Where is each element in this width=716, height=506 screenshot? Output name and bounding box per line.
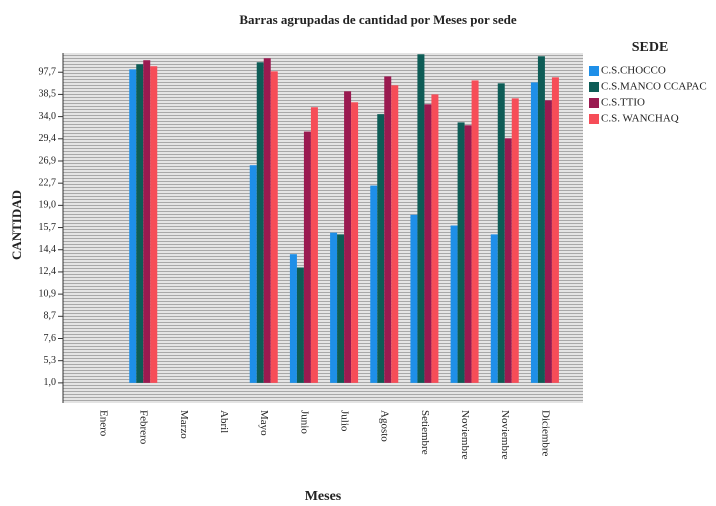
bar [263,58,271,383]
x-tick-label: Abril [218,410,230,433]
bar [384,76,392,383]
bar [431,94,439,383]
x-tick-label: Setiembre [419,410,431,455]
legend-label: C.S.TTIO [601,97,645,109]
bar [344,91,352,383]
legend-swatch [589,82,599,92]
y-tick-label: 7,6 [44,333,57,344]
x-tick-label: Mayo [258,410,270,436]
bar [303,131,311,383]
x-tick-label: Julio [339,410,351,432]
y-tick-label: 15,7 [39,222,57,233]
x-tick-label: Noviembre [459,410,471,460]
bar [150,66,158,383]
y-tick-label: 22,7 [39,177,57,188]
y-tick-label: 34,0 [39,111,57,122]
legend-label: C.S. WANCHAQ [601,113,679,125]
chart-title: Barras agrupadas de cantidad por Meses p… [239,12,516,27]
bar [377,114,385,383]
y-tick-label: 14,4 [39,244,57,255]
bar [129,69,137,383]
y-tick-label: 12,4 [39,266,57,277]
bar [497,83,505,383]
x-tick-label: Marzo [178,410,190,439]
legend-label: C.S.MANCO CCAPAC [601,81,707,93]
legend-swatch [589,66,599,76]
bar [530,82,538,383]
bar [511,98,519,383]
bar [249,165,257,383]
bar [310,107,318,383]
bar [424,104,432,383]
bar [537,56,545,383]
y-tick-label: 38,5 [39,89,57,100]
y-tick-label: 29,4 [39,133,57,144]
bar [450,225,458,383]
bar [289,254,297,383]
x-tick-label: Junio [298,410,310,434]
y-tick-label: 19,0 [39,200,57,211]
legend-swatch [589,114,599,124]
x-axis-label: Meses [305,489,342,504]
bar [370,185,378,383]
bar [417,54,425,383]
x-tick-label: Agosto [379,410,391,442]
y-tick-label: 5,3 [44,355,57,366]
bar [551,77,559,383]
x-tick-label: Enero [98,410,110,437]
bar [544,100,552,383]
bar [337,234,345,383]
bar [256,62,264,383]
x-tick-label: Diciembre [539,410,551,457]
y-axis-label: CANTIDAD [9,190,24,260]
y-tick-label: 8,7 [44,311,57,322]
legend-swatch [589,98,599,108]
bar [391,85,399,383]
y-tick-label: 26,9 [39,155,57,166]
bar [410,214,418,383]
bar [143,60,151,383]
y-tick-label: 10,9 [39,288,57,299]
bar [457,122,465,383]
bar [136,64,144,383]
bar [351,102,359,383]
bar [464,125,472,383]
bar [490,234,498,383]
x-tick-label: Febrero [138,410,150,445]
bar [471,80,479,383]
bar [330,232,338,383]
y-tick-label: 97,7 [39,67,57,78]
y-tick-label: 1,0 [44,377,57,388]
bar [270,71,278,383]
bar [296,267,304,383]
bar [504,138,512,383]
x-tick-label: Noviembre [499,410,511,460]
legend-label: C.S.CHOCCO [601,65,666,77]
legend-title: SEDE [632,40,669,55]
